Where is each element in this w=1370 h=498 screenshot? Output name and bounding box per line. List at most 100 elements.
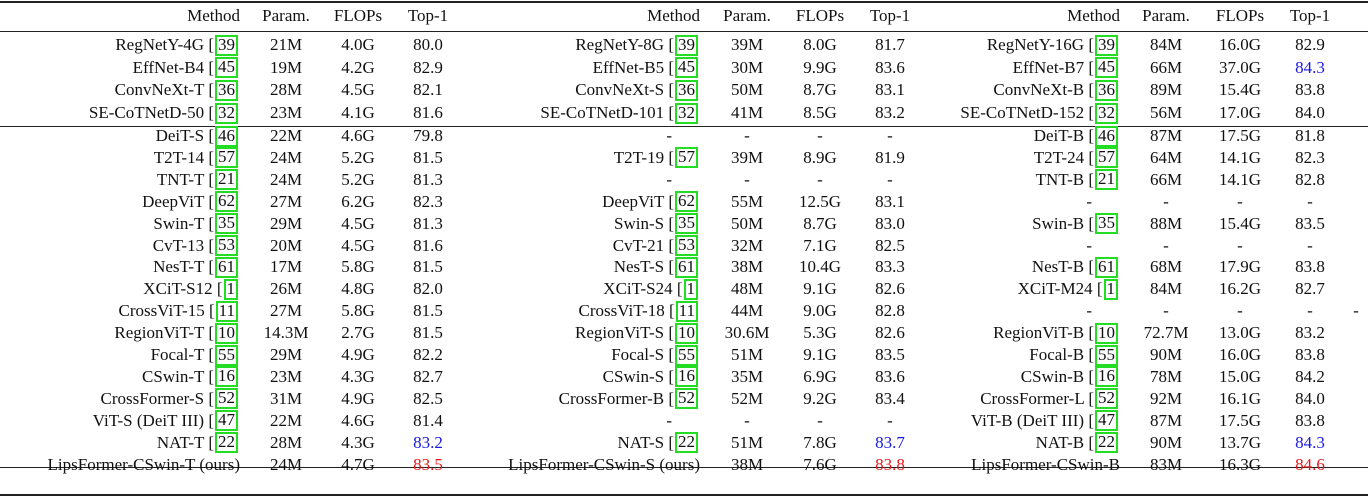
citation-link[interactable]: 55	[675, 344, 698, 366]
citation-link[interactable]: 53	[675, 235, 698, 257]
citation-link[interactable]: 11	[675, 300, 698, 322]
citation-bracket: [	[204, 169, 214, 189]
citation-link[interactable]: 1	[683, 278, 698, 300]
citation-link[interactable]: 22	[675, 432, 698, 454]
citation-bracket: [	[204, 432, 214, 452]
flops-value: 4.8G	[341, 279, 375, 299]
method-name: RegionViT-S [10	[575, 322, 698, 344]
citation-link[interactable]: 1	[223, 278, 238, 300]
param-value: 22M	[269, 126, 303, 145]
citation-link[interactable]: 55	[1095, 344, 1118, 366]
citation-link[interactable]: 35	[1095, 213, 1118, 235]
citation-link[interactable]: 22	[1095, 432, 1118, 454]
method-label: Focal-B	[1029, 345, 1085, 364]
citation-link[interactable]: 55	[215, 344, 238, 366]
top1-value: 83.6	[875, 366, 905, 386]
method-label: RegionViT-S	[575, 323, 665, 343]
method-name: CrossFormer-S [52	[101, 388, 238, 410]
citation-link[interactable]: 16	[215, 366, 238, 388]
method-label: RegionViT-T	[114, 323, 205, 343]
flops-value: 16.3G	[1218, 454, 1262, 474]
citation-link[interactable]: 11	[215, 300, 238, 322]
citation-link[interactable]: 21	[1095, 169, 1118, 191]
method-name: ViT-B (DeiT III) [47	[971, 410, 1118, 432]
flops-value: 4.7G	[341, 454, 375, 474]
citation-bracket: [	[672, 279, 683, 299]
citation-bracket: [	[1084, 103, 1094, 123]
citation-link[interactable]: 61	[215, 256, 238, 278]
param-value: 29M	[269, 345, 303, 364]
citation-link[interactable]: 62	[215, 191, 238, 213]
citation-link[interactable]: 52	[675, 388, 698, 410]
param-value: 51M	[730, 345, 764, 364]
method-label: NesT-S	[613, 257, 665, 277]
top1-value: 83.5	[1295, 213, 1325, 233]
citation-link[interactable]: 47	[215, 410, 238, 432]
top1-value-best-other: 83.2	[413, 432, 443, 452]
citation-link[interactable]: 16	[1095, 366, 1118, 388]
flops-value: 5.8G	[341, 257, 375, 277]
method-label: SE-CoTNetD-101	[540, 103, 665, 123]
param-value: 22M	[269, 410, 303, 430]
citation-link[interactable]: 61	[675, 256, 698, 278]
citation-link[interactable]: 45	[1095, 57, 1118, 79]
citation-bracket: [	[1084, 35, 1094, 54]
citation-link[interactable]: 53	[215, 235, 238, 257]
citation-link[interactable]: 62	[675, 191, 698, 213]
citation-link[interactable]: 32	[1095, 102, 1118, 124]
citation-link[interactable]: 47	[1095, 410, 1118, 432]
citation-bracket: [	[204, 35, 214, 54]
param-value: 14.3M	[263, 323, 309, 343]
citation-link[interactable]: 57	[675, 147, 698, 169]
citation-bracket: [	[1084, 366, 1094, 386]
extra-dash: -	[1353, 301, 1359, 321]
method-name: Focal-T [55	[151, 344, 238, 366]
citation-link[interactable]: 57	[215, 147, 238, 169]
top1-value: 81.9	[875, 147, 905, 167]
top1-value: 82.3	[413, 191, 443, 211]
flops-value: -	[817, 410, 823, 430]
citation-link[interactable]: 61	[1095, 256, 1118, 278]
param-value: 27M	[269, 191, 303, 211]
citation-link[interactable]: 45	[215, 57, 238, 79]
citation-link[interactable]: 10	[675, 322, 698, 344]
param-value: 28M	[269, 432, 303, 452]
top1-value: 82.6	[875, 279, 905, 299]
citation-link[interactable]: 35	[215, 213, 238, 235]
citation-link[interactable]: 45	[675, 57, 698, 79]
citation-link[interactable]: 52	[1095, 388, 1118, 410]
top1-value: 83.2	[875, 103, 905, 123]
method-name: T2T-19 [57	[614, 147, 698, 169]
method-label: XCiT-S12	[143, 279, 213, 299]
citation-link[interactable]: 35	[675, 213, 698, 235]
citation-link[interactable]: 39	[1095, 34, 1118, 56]
citation-link[interactable]: 46	[1095, 125, 1118, 147]
citation-link[interactable]: 16	[675, 366, 698, 388]
citation-link[interactable]: 52	[215, 388, 238, 410]
flops-value: 16.0G	[1218, 345, 1262, 364]
method-name: DeepViT [62	[142, 191, 238, 213]
top1-value-best-other: 84.3	[1295, 432, 1325, 452]
citation-link[interactable]: 57	[1095, 147, 1118, 169]
citation-link[interactable]: 22	[215, 432, 238, 454]
method-name: CrossViT-15 [11	[119, 300, 238, 322]
citation-link[interactable]: 10	[1095, 322, 1118, 344]
citation-link[interactable]: 36	[215, 79, 238, 101]
citation-link[interactable]: 39	[675, 34, 698, 56]
citation-link[interactable]: 32	[215, 102, 238, 124]
citation-link[interactable]: 10	[215, 322, 238, 344]
citation-link[interactable]: 32	[675, 102, 698, 124]
citation-link[interactable]: 1	[1103, 278, 1118, 300]
method-name: -	[666, 410, 672, 430]
top1-value: 83.6	[875, 57, 905, 77]
citation-link[interactable]: 36	[1095, 79, 1118, 101]
citation-link[interactable]: 36	[675, 79, 698, 101]
citation-bracket: [	[664, 235, 674, 255]
method-label: T2T-19	[613, 147, 665, 167]
citation-link[interactable]: 46	[215, 125, 238, 147]
method-name: CSwin-S [16	[603, 366, 698, 388]
flops-value: 4.9G	[341, 388, 375, 408]
citation-link[interactable]: 21	[215, 169, 238, 191]
table-top-rule	[0, 1, 1368, 3]
citation-link[interactable]: 39	[215, 34, 238, 56]
